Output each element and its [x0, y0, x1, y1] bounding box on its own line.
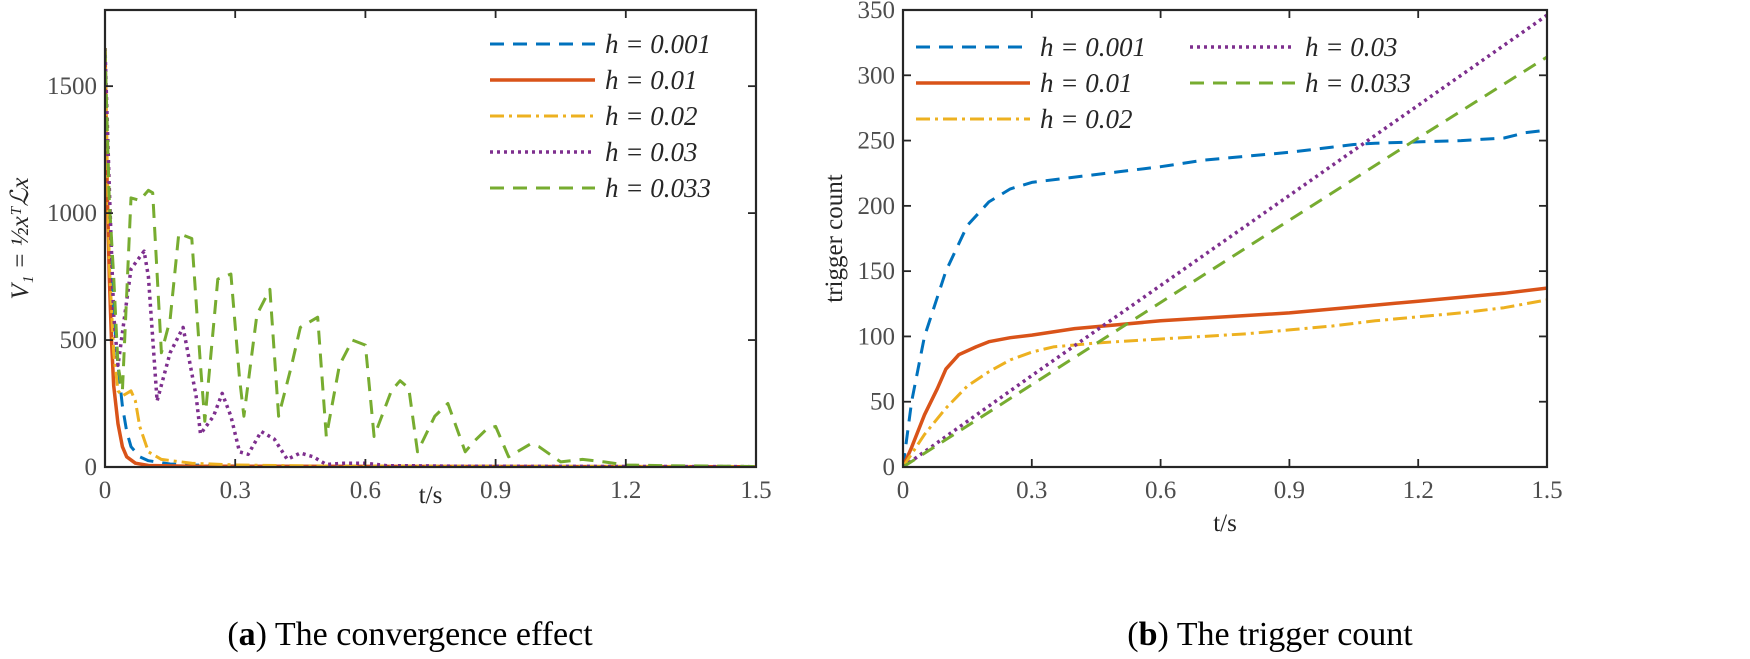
caption-b-paren-close: ) — [1158, 616, 1177, 653]
chart-b-ytick-label: 0 — [883, 454, 896, 481]
chart-a-ylabel: V₁ = ½xᵀℒx — [7, 178, 34, 300]
chart-a-legend-label-4: h = 0.03 — [605, 137, 697, 167]
chart-b-xtick-label: 1.5 — [1531, 477, 1562, 504]
caption-b: (b) The trigger count — [1127, 616, 1413, 653]
chart-b-xtick-label: 0.3 — [1016, 477, 1047, 504]
chart-b-legend-label-1: h = 0.001 — [1040, 32, 1146, 62]
chart-a-ytick-label: 0 — [85, 454, 98, 481]
caption-a-paren-close: ) — [256, 616, 275, 653]
caption-a-letter: a — [239, 616, 256, 653]
chart-b-ytick-label: 100 — [858, 323, 896, 350]
chart-a-ytick-label: 500 — [60, 327, 98, 354]
caption-a-text: The convergence effect — [275, 616, 593, 653]
chart-a-axes-box — [103, 8, 758, 469]
chart-b-ytick-label: 350 — [858, 0, 896, 24]
chart-a-xtick-label: 0.6 — [350, 477, 381, 504]
chart-a-series-4-line — [105, 48, 756, 467]
chart-trigger-count: 0 0.3 0.6 0.9 1.2 1.5 0 50 100 150 200 250 300 350 t/s… — [821, 0, 1563, 537]
caption-b-text: The trigger count — [1177, 616, 1414, 653]
chart-a-xtick-label: 0.3 — [220, 477, 251, 504]
chart-b-legend-label-3: h = 0.02 — [1040, 104, 1132, 134]
chart-b-series-3-line — [903, 298, 1547, 467]
chart-a-series-5-line — [105, 48, 756, 467]
chart-b-series-5-line — [903, 55, 1547, 467]
chart-b-ylabel: trigger count — [821, 174, 848, 302]
caption-a: (a) The convergence effect — [227, 616, 593, 653]
chart-a-ytick-label: 1000 — [47, 200, 97, 227]
chart-b-ytick-label: 50 — [870, 389, 895, 416]
caption-a-paren-open: ( — [227, 616, 238, 653]
chart-a-legend-label-1: h = 0.001 — [605, 29, 711, 59]
chart-a-xtick-label: 0 — [99, 477, 112, 504]
chart-a-xtick-label: 1.2 — [610, 477, 641, 504]
chart-a-legend-label-5: h = 0.033 — [605, 173, 711, 203]
chart-b-xtick-label: 0 — [897, 477, 910, 504]
chart-a-xlabel: t/s — [419, 482, 443, 509]
chart-b-legend-label-4: h = 0.03 — [1305, 32, 1397, 62]
chart-b-series-1-line — [903, 128, 1547, 467]
chart-a-legend: h = 0.001 h = 0.01 h = 0.02 h = 0.03 h = 0.0… — [490, 29, 711, 203]
chart-a-legend-label-3: h = 0.02 — [605, 101, 697, 131]
chart-a-legend-label-2: h = 0.01 — [605, 65, 697, 95]
chart-a-xtick-label: 0.9 — [480, 477, 511, 504]
chart-a-ytick-label: 1500 — [47, 73, 97, 100]
chart-b-series-group — [903, 13, 1547, 467]
chart-a-series-group — [105, 48, 756, 467]
chart-a-series-2-line — [105, 48, 756, 467]
chart-b-ytick-label: 250 — [858, 128, 896, 155]
chart-b-xtick-label: 1.2 — [1403, 477, 1434, 504]
chart-b-ytick-label: 200 — [858, 193, 896, 220]
caption-b-letter: b — [1139, 616, 1158, 653]
chart-b-axes-box — [901, 8, 1549, 469]
chart-b-xtick-label: 0.9 — [1274, 477, 1305, 504]
chart-convergence-effect: 0 0.3 0.6 0.9 1.2 1.5 0 500 1000 1500 t/s V₁ = ½xᵀℒ… — [7, 8, 772, 509]
chart-b-series-2-line — [903, 286, 1547, 467]
chart-b-legend-label-5: h = 0.033 — [1305, 68, 1411, 98]
chart-b-ytick-label: 300 — [858, 62, 896, 89]
chart-a-series-3-line — [105, 48, 756, 467]
chart-b-legend-label-2: h = 0.01 — [1040, 68, 1132, 98]
chart-b-legend: h = 0.001 h = 0.01 h = 0.02 h = 0.03 h = 0.0… — [916, 32, 1411, 134]
chart-b-ytick-label: 150 — [858, 258, 896, 285]
chart-b-xlabel: t/s — [1213, 510, 1237, 537]
caption-b-paren-open: ( — [1127, 616, 1138, 653]
chart-b-series-4-line — [903, 13, 1547, 467]
chart-b-xtick-label: 0.6 — [1145, 477, 1176, 504]
chart-a-xtick-label: 1.5 — [740, 477, 771, 504]
